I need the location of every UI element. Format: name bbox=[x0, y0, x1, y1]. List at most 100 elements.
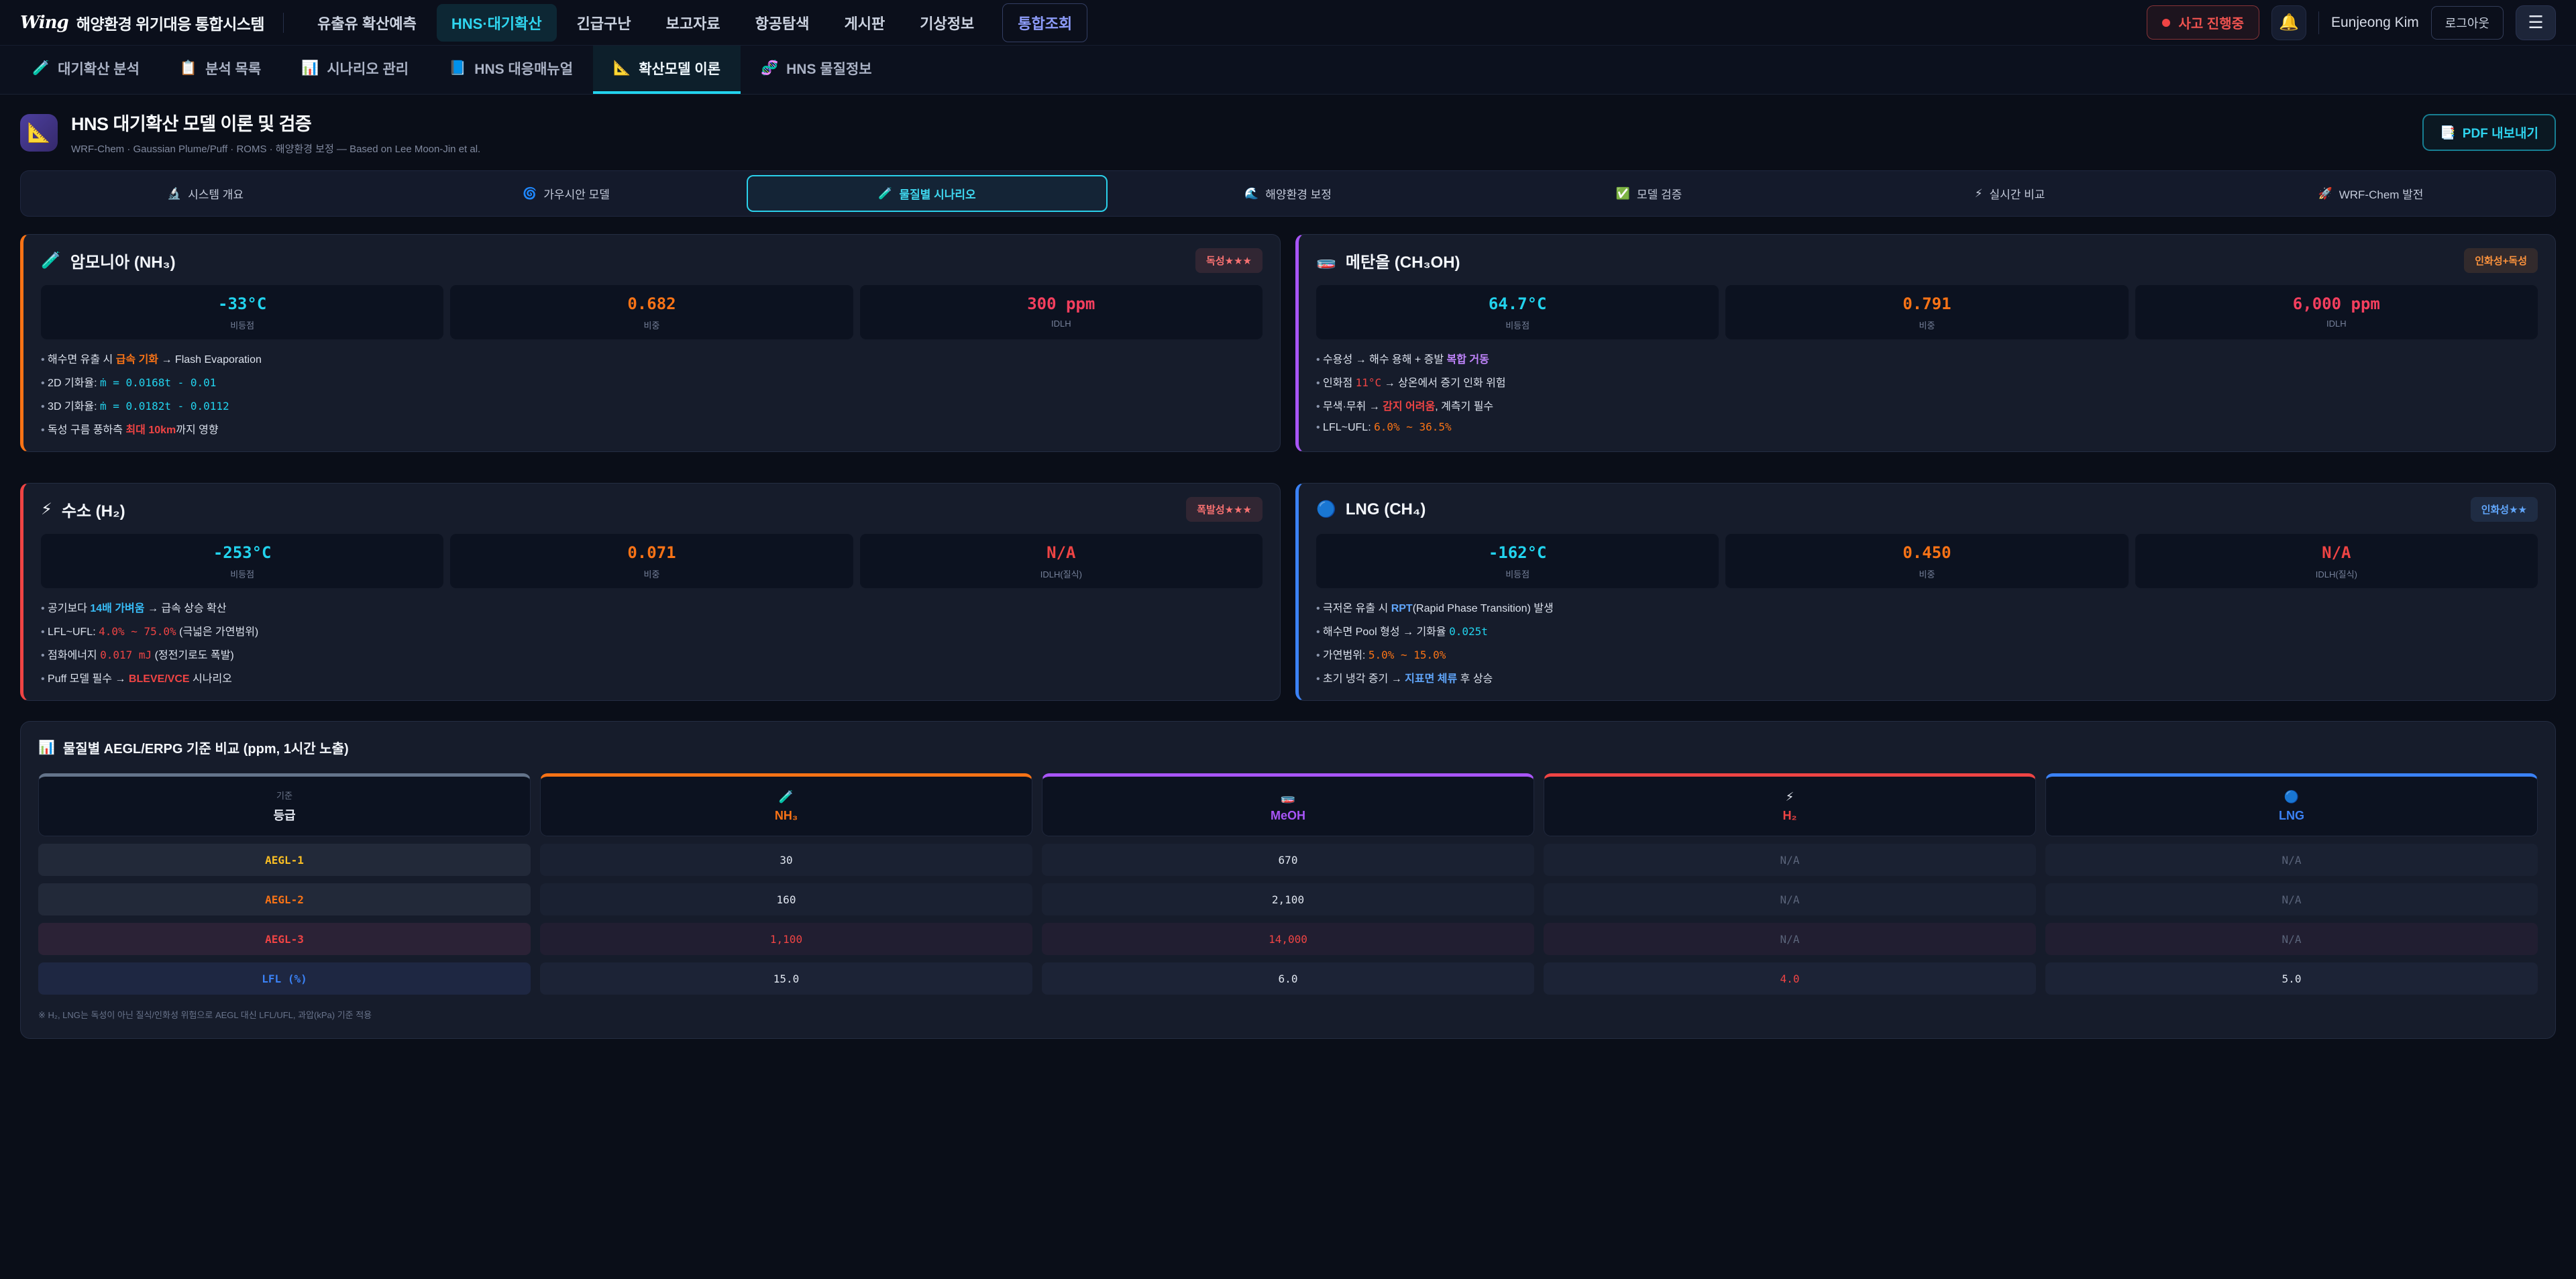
hamburger-menu-button[interactable]: ☰ bbox=[2516, 5, 2556, 40]
marine-correction-icon: 🌊 bbox=[1244, 186, 1259, 200]
cell-aegl-2-nh3: 160 bbox=[540, 883, 1032, 915]
cell-aegl-2-h2: N/A bbox=[1544, 883, 2036, 915]
pdf-export-button[interactable]: 📑 PDF 내보내기 bbox=[2422, 114, 2556, 151]
stat-value: 6,000 ppm bbox=[2292, 294, 2380, 313]
tab-model-theory[interactable]: 📐 확산모델 이론 bbox=[593, 46, 741, 94]
bullet: 인화점 11°C → 상온에서 증기 인화 위험 bbox=[1316, 374, 2538, 390]
tab-hns-manual[interactable]: 📘 HNS 대응매뉴얼 bbox=[429, 46, 593, 94]
stat-label: 비등점 bbox=[1505, 321, 1530, 331]
substance-cards: 🧪 암모니아 (NH₃) 독성★★★ -33°C 비등점 0.682 비중 300 ppm ID… bbox=[20, 234, 2556, 701]
meoh-icon: 🧫 bbox=[1280, 789, 1296, 803]
bullets-nh3: 해수면 유출 시 급속 기화 → Flash Evaporation 2D 기화율… bbox=[41, 350, 1263, 437]
stat-label: IDLH(질식) bbox=[1040, 569, 1082, 579]
subtab-wrf-chem[interactable]: 🚀 WRF-Chem 발전 bbox=[2190, 175, 2551, 212]
card-header-h2: ⚡ 수소 (H₂) 폭발성★★★ bbox=[41, 497, 1263, 522]
col-name: NH₃ bbox=[774, 808, 798, 822]
model-validation-icon: ✅ bbox=[1615, 186, 1630, 200]
page-subtitle: WRF-Chem · Gaussian Plume/Puff · ROMS · … bbox=[71, 144, 481, 155]
stat-nh3: 0.682 비중 bbox=[450, 285, 853, 339]
row-label-lfl: LFL (%) bbox=[38, 962, 531, 995]
card-header-lng: 🔵 LNG (CH₄) 인화성★★ bbox=[1316, 497, 2538, 522]
logout-button[interactable]: 로그아웃 bbox=[2430, 5, 2504, 40]
user-name: Eunjeong Kim bbox=[2331, 14, 2419, 30]
table-col-grade: 기준 등급 bbox=[38, 773, 531, 836]
table-row-lfl: LFL (%) 15.0 6.0 4.0 5.0 bbox=[38, 962, 2538, 995]
notifications-button[interactable]: 🔔 bbox=[2271, 5, 2306, 40]
highlight: 4.0% ~ 75.0% bbox=[99, 625, 176, 638]
text: 후 상승 bbox=[1457, 673, 1493, 685]
cell-lfl-nh3: 15.0 bbox=[540, 962, 1032, 995]
subtab-gaussian-model[interactable]: 🌀 가우시안 모델 bbox=[386, 175, 747, 212]
card-nh3: 🧪 암모니아 (NH₃) 독성★★★ -33°C 비등점 0.682 비중 300 ppm ID… bbox=[20, 234, 1281, 452]
subtab-model-validation[interactable]: ✅ 모델 검증 bbox=[1468, 175, 1829, 212]
nav-item-weather[interactable]: 기상정보 bbox=[920, 15, 975, 32]
nh3-icon: 🧪 bbox=[41, 252, 61, 270]
card-title-lng: 🔵 LNG (CH₄) bbox=[1316, 500, 1426, 519]
cell-lfl-h2: 4.0 bbox=[1544, 962, 2036, 995]
subtab-realtime-comparison[interactable]: ⚡ 실시간 비교 bbox=[1829, 175, 2190, 212]
bullets-h2: 공기보다 14배 가벼움 → 급속 상승 확산 LFL~UFL: 4.0% ~ 7… bbox=[41, 599, 1263, 685]
analysis-list-icon: 📋 bbox=[179, 60, 198, 76]
stat-label: 비중 bbox=[643, 321, 660, 331]
main-nav: 유출유 확산예측 HNS·대기확산 긴급구난 보고자료 항공탐색 게시판 기상정보 통합조회 bbox=[303, 3, 1088, 42]
row-label-aegl-3: AEGL-3 bbox=[38, 923, 531, 955]
text: Puff 모델 필수 → bbox=[48, 673, 129, 685]
bar-chart-icon: 📊 bbox=[38, 740, 55, 755]
stat-lng: N/A IDLH(질식) bbox=[2135, 534, 2538, 588]
subtab-label: 시스템 개요 bbox=[188, 188, 244, 201]
highlight: BLEVE/VCE bbox=[128, 673, 190, 685]
text: 2D 기화율: bbox=[48, 378, 100, 389]
card-h2: ⚡ 수소 (H₂) 폭발성★★★ -253°C 비등점 0.071 비중 N/A IDLH(질식… bbox=[20, 483, 1281, 701]
stat-value: N/A bbox=[1046, 543, 1076, 562]
page-header-left: 📐 HNS 대기확산 모델 이론 및 검증 WRF-Chem · Gaussia… bbox=[20, 109, 480, 156]
hns-materials-icon: 🧬 bbox=[760, 60, 779, 76]
bullet: 수용성 → 해수 용해 + 증발 복합 거동 bbox=[1316, 350, 2538, 366]
stat-lng: -162°C 비등점 bbox=[1316, 534, 1719, 588]
cell-aegl-1-nh3: 30 bbox=[540, 844, 1032, 876]
nav-item-hns-diffusion[interactable]: HNS·대기확산 bbox=[436, 3, 557, 42]
card-title-text: 암모니아 (NH₃) bbox=[70, 254, 176, 272]
tab-diffusion-analysis[interactable]: 🧪 대기확산 분석 bbox=[12, 46, 160, 94]
bullet: 독성 구름 풍하측 최대 10km까지 영향 bbox=[41, 421, 1263, 437]
nav-item-aerial-search[interactable]: 항공탐색 bbox=[755, 15, 810, 32]
card-title-nh3: 🧪 암모니아 (NH₃) bbox=[41, 249, 176, 272]
highlight: 14배 가벼움 bbox=[90, 603, 145, 614]
bullet: 해수면 유출 시 급속 기화 → Flash Evaporation bbox=[41, 350, 1263, 366]
nav-item-oil-spill[interactable]: 유출유 확산예측 bbox=[317, 15, 417, 32]
highlight: 0.025t bbox=[1449, 625, 1488, 638]
highlight: ṁ = 0.0182t - 0.0112 bbox=[100, 400, 229, 412]
highlight: RPT bbox=[1391, 603, 1413, 614]
nav-item-emergency-rescue[interactable]: 긴급구난 bbox=[576, 15, 631, 32]
tab-analysis-list[interactable]: 📋 분석 목록 bbox=[160, 46, 281, 94]
pdf-export-label: PDF 내보내기 bbox=[2462, 127, 2538, 141]
stat-label: 비중 bbox=[1919, 569, 1935, 579]
highlight: 복합 거동 bbox=[1446, 354, 1489, 366]
nav-item-integrated-search[interactable]: 통합조회 bbox=[1002, 3, 1088, 42]
nav-item-reports[interactable]: 보고자료 bbox=[665, 15, 720, 32]
cell-aegl-3-h2: N/A bbox=[1544, 923, 2036, 955]
stat-value: 0.071 bbox=[627, 543, 676, 562]
hazard-badge-meoh: 인화성+독성 bbox=[2464, 248, 2538, 273]
subtab-marine-correction[interactable]: 🌊 해양환경 보정 bbox=[1108, 175, 1468, 212]
text: (극넓은 가연범위) bbox=[176, 626, 259, 638]
incident-status-badge[interactable]: 사고 진행중 bbox=[2147, 5, 2259, 40]
subtab-substance-scenarios[interactable]: 🧪 물질별 시나리오 bbox=[747, 175, 1108, 212]
stats-nh3: -33°C 비등점 0.682 비중 300 ppm IDLH bbox=[41, 285, 1263, 339]
stats-meoh: 64.7°C 비등점 0.791 비중 6,000 ppm IDLH bbox=[1316, 285, 2538, 339]
app-logo[interactable]: Wing 해양환경 위기대응 통합시스템 bbox=[20, 11, 265, 34]
table-col-nh3: 🧪 NH₃ bbox=[540, 773, 1032, 836]
text: 무색·무취 → bbox=[1323, 401, 1383, 412]
nav-item-board[interactable]: 게시판 bbox=[844, 15, 885, 32]
stat-value: -253°C bbox=[213, 543, 272, 562]
model-theory-icon: 📐 bbox=[613, 60, 631, 76]
stat-value: 0.450 bbox=[1902, 543, 1951, 562]
bullet: 무색·무취 → 감지 어려움, 계측기 필수 bbox=[1316, 397, 2538, 413]
lng-icon: 🔵 bbox=[2284, 789, 2300, 803]
subtab-system-overview[interactable]: 🔬 시스템 개요 bbox=[25, 175, 386, 212]
tab-hns-materials[interactable]: 🧬 HNS 물질정보 bbox=[741, 46, 892, 94]
cell-lfl-lng: 5.0 bbox=[2045, 962, 2538, 995]
gaussian-model-icon: 🌀 bbox=[523, 186, 537, 200]
bullet: Puff 모델 필수 → BLEVE/VCE 시나리오 bbox=[41, 669, 1263, 685]
tab-scenario-management[interactable]: 📊 시나리오 관리 bbox=[281, 46, 429, 94]
top-nav: Wing 해양환경 위기대응 통합시스템 유출유 확산예측 HNS·대기확산 긴급구… bbox=[0, 0, 2576, 46]
